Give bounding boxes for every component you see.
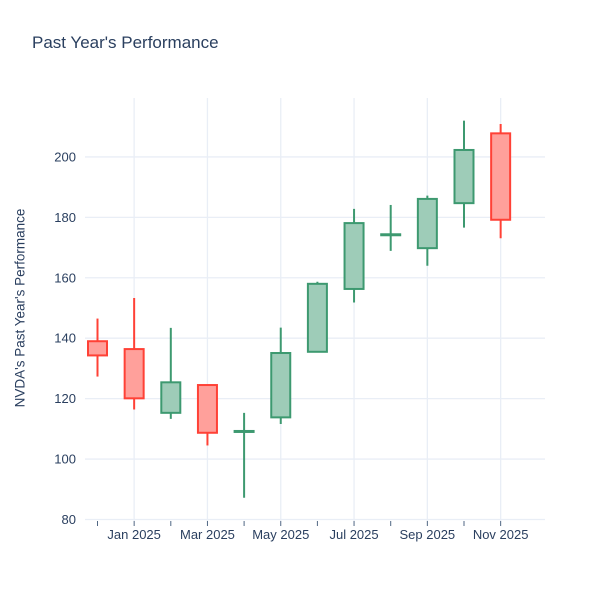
candle-may-2025[interactable]: [270, 327, 292, 425]
y-tick-label: 200: [54, 149, 76, 164]
y-tick-label: 140: [54, 331, 76, 346]
x-tick-label: Mar 2025: [180, 527, 235, 542]
candle-jun-2025[interactable]: [306, 281, 328, 353]
candle-apr-2025[interactable]: [233, 412, 255, 498]
candle-nov-2025[interactable]: [490, 123, 512, 239]
chart-title: Past Year's Performance: [32, 33, 219, 52]
candle-aug-2025[interactable]: [380, 204, 402, 251]
candle-body: [380, 233, 402, 237]
x-tick-label: Nov 2025: [473, 527, 529, 542]
y-tick-label: 100: [54, 452, 76, 467]
candle-jan-2025[interactable]: [123, 298, 145, 410]
candle-mar-2025[interactable]: [196, 384, 218, 446]
candle-body: [453, 148, 475, 205]
candle-body: [416, 197, 438, 250]
candle-body: [160, 381, 182, 414]
candle-dec-2024[interactable]: [87, 318, 108, 377]
candle-body: [233, 429, 255, 433]
candle-feb-2025[interactable]: [160, 327, 182, 419]
x-tick-label: Jul 2025: [329, 527, 378, 542]
candle-body: [87, 340, 108, 357]
y-tick-label: 160: [54, 270, 76, 285]
x-tick-label: Sep 2025: [400, 527, 456, 542]
candle-body: [306, 282, 328, 353]
x-tick-label: Jan 2025: [107, 527, 161, 542]
x-tick-label: May 2025: [252, 527, 309, 542]
candle-oct-2025[interactable]: [453, 120, 475, 228]
candle-body: [123, 348, 145, 400]
candle-body: [270, 352, 292, 419]
candle-sep-2025[interactable]: [416, 195, 438, 266]
candle-jul-2025[interactable]: [343, 208, 365, 303]
y-tick-label: 120: [54, 391, 76, 406]
y-tick-label: 80: [62, 512, 76, 527]
candle-body: [490, 132, 512, 221]
candle-body: [343, 222, 365, 290]
candle-body: [196, 384, 218, 434]
y-tick-label: 180: [54, 210, 76, 225]
